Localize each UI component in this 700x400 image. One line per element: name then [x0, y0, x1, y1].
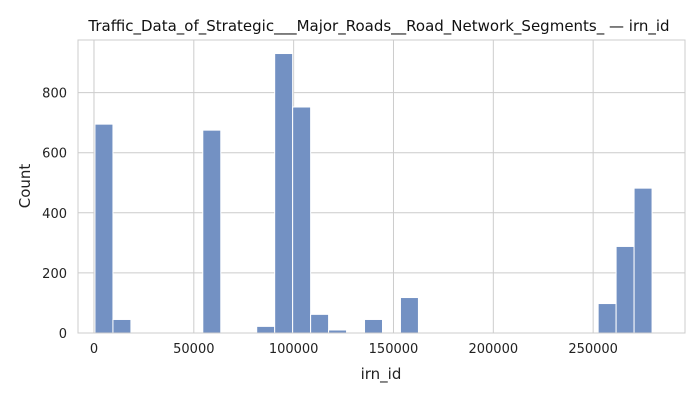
histogram-bar	[202, 129, 222, 334]
x-axis-label: irn_id	[361, 365, 402, 384]
grid-lines	[78, 40, 685, 334]
histogram-bar	[256, 325, 276, 334]
x-tick-label: 100000	[269, 342, 319, 357]
x-tick-label: 250000	[568, 342, 618, 357]
y-tick-labels: 0 200 400 600 800	[42, 87, 67, 342]
histogram-bar	[112, 318, 132, 334]
histogram-bar	[94, 123, 114, 334]
histogram-bar	[597, 303, 617, 334]
histogram-bar	[399, 297, 419, 334]
y-tick-label: 400	[42, 207, 67, 222]
x-tick-label: 200000	[468, 342, 518, 357]
histogram-bar	[274, 53, 294, 334]
x-tick-label: 50000	[173, 342, 214, 357]
y-tick-label: 800	[42, 87, 67, 102]
histogram-bar	[364, 318, 383, 334]
y-tick-label: 0	[59, 327, 67, 342]
plot-frame	[77, 39, 686, 334]
x-tick-label: 150000	[369, 342, 419, 357]
chart-title: Traffic_Data_of_Strategic___Major_Roads_…	[87, 17, 669, 36]
y-tick-label: 600	[42, 147, 67, 162]
histogram-bar	[292, 106, 312, 334]
y-tick-label: 200	[42, 267, 67, 282]
histogram-bars	[94, 53, 653, 334]
y-axis-label: Count	[16, 164, 34, 209]
x-tick-label: 0	[90, 342, 98, 357]
histogram-bar	[615, 245, 635, 334]
histogram-bar	[310, 313, 330, 334]
histogram-bar	[633, 187, 653, 334]
x-tick-labels: 0 50000 100000 150000 200000 250000	[90, 342, 618, 357]
